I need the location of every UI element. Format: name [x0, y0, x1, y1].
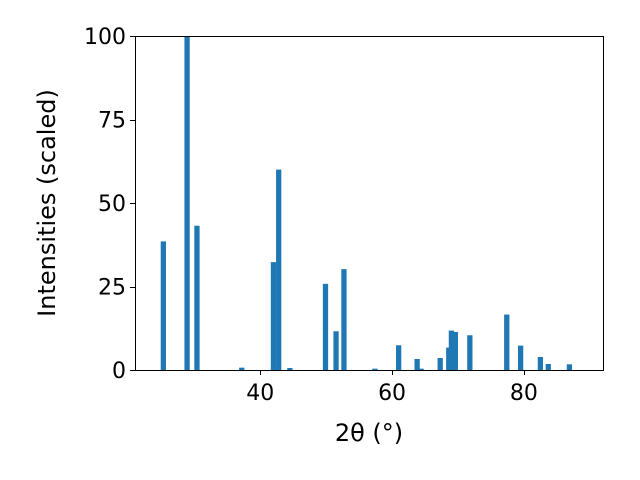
- bar-8: [333, 331, 339, 370]
- plot-area: 40 60 80 0 25 50 75 100: [84, 25, 604, 406]
- bars-group: [160, 36, 573, 370]
- y-ticks-group: 0 25 50 75 100: [84, 25, 135, 384]
- y-axis-label: Intensities (scaled): [33, 89, 61, 317]
- bar-7: [322, 283, 329, 370]
- bar-14: [437, 357, 443, 370]
- bar-12: [414, 358, 420, 370]
- bar-17: [452, 331, 458, 370]
- y-tick-label: 0: [112, 359, 126, 384]
- x-tick-label: 60: [378, 381, 406, 406]
- x-tick-label: 40: [246, 381, 274, 406]
- bar-15: [446, 347, 452, 370]
- bar-6: [287, 368, 293, 370]
- x-tick-label: 80: [510, 381, 538, 406]
- bar-18: [467, 335, 473, 370]
- bar-0: [160, 241, 166, 370]
- bar-20: [517, 345, 524, 370]
- bar-9: [341, 269, 347, 370]
- bar-13: [418, 368, 424, 370]
- bar-21: [537, 356, 544, 370]
- bar-1: [184, 36, 190, 370]
- bar-2: [194, 225, 200, 370]
- x-axis-label: 2θ (°): [335, 419, 403, 447]
- bar-3: [239, 367, 245, 370]
- y-tick-label: 25: [98, 276, 126, 301]
- axes-frame: [135, 36, 604, 371]
- bar-23: [566, 364, 573, 370]
- bar-22: [545, 363, 551, 370]
- bar-4: [270, 262, 277, 370]
- bar-19: [504, 314, 510, 370]
- y-tick-label: 50: [98, 192, 126, 217]
- bar-5: [276, 169, 282, 370]
- bar-11: [396, 345, 402, 370]
- bar-10: [372, 368, 378, 370]
- y-tick-label: 100: [84, 25, 126, 50]
- x-ticks-group: 40 60 80: [246, 370, 538, 406]
- bar-16: [448, 330, 455, 370]
- y-tick-label: 75: [98, 109, 126, 134]
